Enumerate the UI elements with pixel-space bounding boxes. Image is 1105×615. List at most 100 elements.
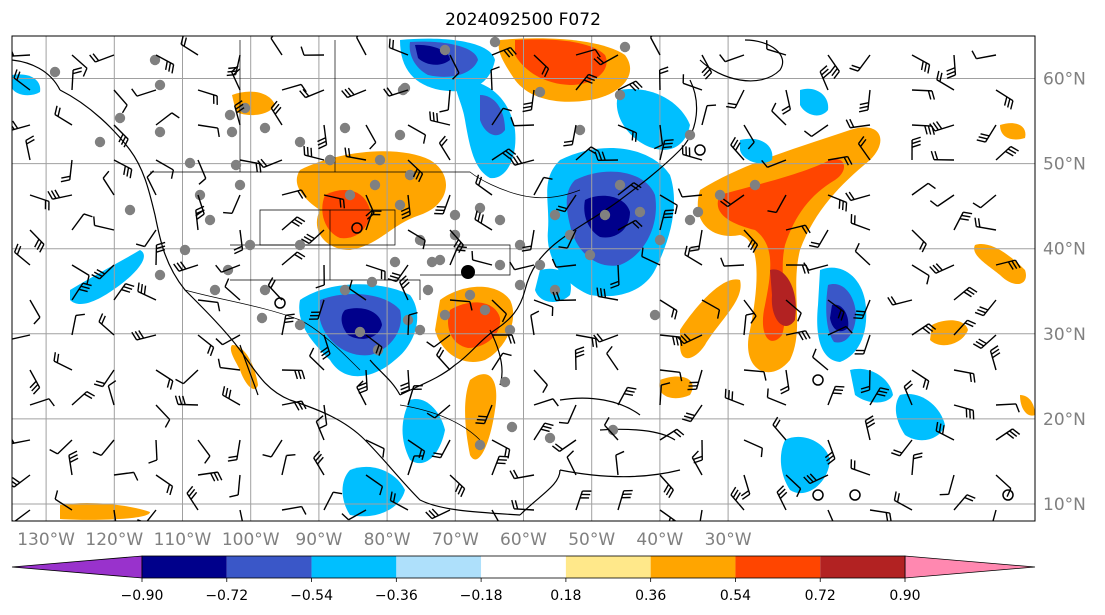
wind-barb (615, 450, 625, 476)
wind-barb (701, 299, 721, 319)
wind-barb (827, 325, 853, 336)
wind-barb (223, 194, 241, 215)
station-marker (434, 254, 446, 266)
wind-barb (845, 191, 871, 202)
station-marker (394, 129, 406, 141)
wind-barb (270, 36, 283, 56)
colorbar-tick-label: −0.36 (375, 588, 418, 604)
station-marker (259, 122, 271, 134)
wind-barb (12, 49, 31, 57)
wind-barb (743, 369, 767, 381)
wind-barb (976, 124, 997, 143)
wind-barb (617, 124, 638, 142)
wind-barb (594, 151, 619, 161)
lon-tick-label: 90°W (295, 530, 342, 550)
wind-barb (407, 124, 427, 144)
wind-barb (617, 80, 643, 92)
wind-barb (60, 159, 73, 183)
station-marker (394, 199, 406, 211)
wind-barb (449, 474, 466, 498)
colorbar-tick-label: −0.54 (290, 588, 333, 604)
wind-barb (407, 455, 424, 476)
wind-barb (425, 508, 451, 520)
wind-barb (315, 415, 325, 441)
station-marker (499, 376, 511, 388)
wind-barb (12, 438, 31, 445)
wind-barb (974, 299, 997, 317)
wind-barb (766, 40, 787, 56)
wind-barb (743, 312, 755, 336)
wind-barb (558, 229, 577, 249)
wind-barb (308, 299, 325, 320)
wind-barb (197, 471, 223, 482)
wind-barb (953, 404, 975, 420)
lat-tick-label: 40°N (1043, 240, 1086, 260)
station-marker (149, 54, 161, 66)
wind-barb (864, 415, 876, 441)
colorbar-tick-label: −0.18 (460, 588, 503, 604)
lon-tick-label: 80°W (364, 530, 411, 550)
wind-barb (173, 261, 199, 272)
station-markers (49, 36, 761, 451)
wind-barb (730, 486, 745, 511)
wind-barb (827, 194, 848, 212)
wind-barb (720, 257, 745, 267)
colorbar-tick-label: 0.90 (889, 588, 920, 604)
wind-barb (25, 135, 35, 161)
wind-barb (449, 54, 460, 80)
wind-barb (827, 54, 840, 80)
station-marker (414, 234, 426, 246)
wind-barb (575, 490, 592, 511)
wind-barb (491, 107, 512, 126)
station-marker (426, 256, 438, 268)
wind-barb (449, 229, 464, 254)
colorbar-tick-label: −0.90 (121, 588, 164, 604)
colorbar-bin (820, 556, 905, 578)
wind-barb (730, 136, 745, 161)
wind-barb (155, 112, 180, 126)
wind-barb (593, 333, 619, 343)
colorbar-bin (396, 556, 482, 578)
colorbar-outline (141, 555, 906, 579)
wind-barb (606, 345, 619, 371)
station-marker (489, 36, 501, 48)
station-marker (614, 89, 626, 101)
wind-barb (869, 387, 890, 406)
wind-barb (803, 262, 829, 271)
wind-barb (155, 54, 175, 74)
wind-barb (348, 279, 367, 301)
wind-barb (681, 145, 703, 161)
wind-barb (995, 403, 1020, 413)
wind-barb (935, 421, 955, 441)
wind-barb (155, 474, 174, 496)
colorbar-tick-label: 0.54 (720, 588, 751, 604)
wind-barb (12, 474, 31, 488)
wind-barb (215, 334, 241, 346)
wind-barb (281, 400, 307, 411)
wind-barb (137, 282, 157, 301)
wind-barb (155, 404, 171, 428)
wind-barb (677, 333, 703, 345)
station-marker (230, 159, 242, 171)
wind-barb (217, 358, 241, 371)
wind-barb (911, 323, 937, 336)
wind-barb (771, 102, 787, 126)
station-marker (684, 129, 696, 141)
station-marker (414, 324, 426, 336)
wind-barb (175, 369, 199, 385)
wind-barb (893, 491, 913, 511)
wind-barb (767, 194, 787, 214)
figure-title: 2024092500 F072 (445, 10, 601, 30)
wind-barb (785, 474, 802, 498)
wind-barb (911, 452, 923, 476)
station-marker (422, 284, 434, 296)
wind-barb (995, 89, 1014, 110)
wind-barb (659, 299, 678, 320)
station-marker (634, 206, 646, 218)
wind-barb (785, 330, 811, 341)
station-marker (339, 284, 351, 296)
colorbar-bin (481, 556, 566, 578)
wind-barb (533, 369, 548, 394)
wind-barb (107, 380, 117, 406)
station-marker (514, 239, 526, 251)
